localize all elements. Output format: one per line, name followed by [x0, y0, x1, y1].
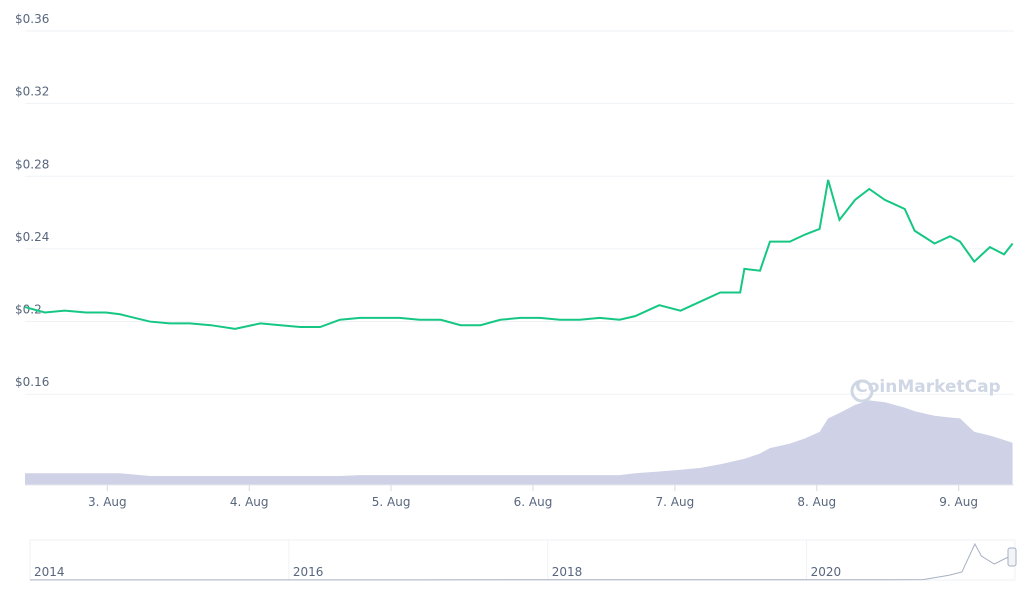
watermark: CoinMarketCap: [855, 377, 1000, 397]
x-tick-label: 6. Aug: [514, 495, 553, 509]
x-tick-label: 9. Aug: [939, 495, 978, 509]
y-tick-label: $0.16: [15, 375, 49, 389]
watermark-logo: [850, 379, 874, 403]
x-tick-label: 7. Aug: [656, 495, 695, 509]
navigator-label: 2020: [811, 565, 842, 579]
plot: $0.16 $0.2 $0.24 $0.28 $0.32 $0.36 3. Aug 4. Au…: [15, 12, 1017, 581]
y-tick-label: $0.2: [15, 303, 42, 317]
x-tick-label: 4. Aug: [230, 495, 269, 509]
y-tick-label: $0.24: [15, 230, 49, 244]
y-tick-label: $0.28: [15, 157, 49, 171]
navigator-frame: [29, 539, 1016, 581]
navigator-handle: [1007, 547, 1017, 567]
y-tick-label: $0.36: [15, 12, 49, 26]
y-tick-label: $0.32: [15, 85, 49, 99]
x-tick-label: 5. Aug: [372, 495, 411, 509]
navigator-label: 2018: [552, 565, 583, 579]
volume-area: [25, 400, 1013, 485]
navigator-label: 2016: [293, 565, 324, 579]
navigator-line: [29, 542, 1014, 581]
price-line: [24, 179, 1014, 330]
x-tick-label: 3. Aug: [88, 495, 127, 509]
x-tick-label: 8. Aug: [797, 495, 836, 509]
navigator-label: 2014: [34, 565, 65, 579]
